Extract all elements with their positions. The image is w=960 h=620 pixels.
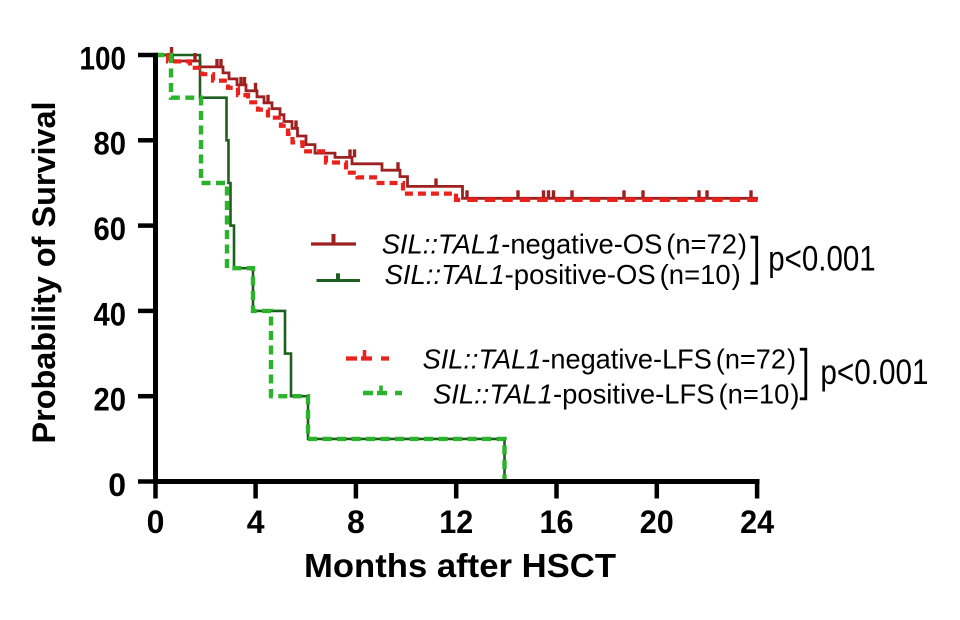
svg-text:p<0.001: p<0.001 (820, 353, 928, 392)
svg-text:24: 24 (740, 504, 774, 540)
svg-text:20: 20 (94, 382, 127, 418)
svg-text:40: 40 (94, 296, 127, 332)
svg-text:4: 4 (247, 504, 265, 540)
svg-text:80: 80 (94, 126, 127, 162)
svg-text:100: 100 (80, 40, 127, 76)
svg-text:SIL::TAL1-negative-OS(n=72): SIL::TAL1-negative-OS(n=72) (382, 229, 747, 260)
svg-text:60: 60 (94, 211, 127, 247)
svg-text:SIL::TAL1-positive-LFS(n=10): SIL::TAL1-positive-LFS(n=10) (433, 379, 799, 410)
svg-text:p<0.001: p<0.001 (768, 240, 875, 279)
svg-text:0: 0 (108, 467, 126, 503)
svg-text:0: 0 (147, 504, 165, 540)
svg-text:20: 20 (640, 504, 674, 540)
svg-text:SIL::TAL1-positive-OS(n=10): SIL::TAL1-positive-OS(n=10) (385, 259, 741, 290)
svg-text:Months after HSCT: Months after HSCT (304, 547, 616, 584)
svg-text:Probability of Survival: Probability of Survival (26, 102, 62, 444)
svg-text:8: 8 (347, 504, 365, 540)
svg-text:12: 12 (439, 504, 473, 540)
svg-text:16: 16 (540, 504, 574, 540)
svg-text:SIL::TAL1-negative-LFS(n=72): SIL::TAL1-negative-LFS(n=72) (423, 343, 796, 374)
